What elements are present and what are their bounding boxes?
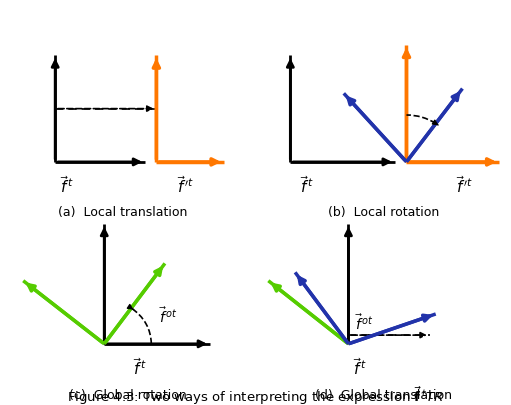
Text: $\vec{f}^{\,ot}$: $\vec{f}^{\,ot}$ bbox=[355, 312, 374, 332]
Text: (c)  Global rotation: (c) Global rotation bbox=[69, 388, 187, 401]
Text: (a)  Local translation: (a) Local translation bbox=[58, 206, 188, 219]
Text: $\vec{f}^{\,t}$: $\vec{f}^{\,t}$ bbox=[300, 175, 313, 195]
Text: $\vec{f}^{\,ot}$: $\vec{f}^{\,ot}$ bbox=[159, 305, 177, 325]
Text: Figure 4.3: Two ways of interpreting the expression $\mathbf{\vec{f}}^{\,t}TR$: Figure 4.3: Two ways of interpreting the… bbox=[67, 385, 444, 405]
Text: (b)  Local rotation: (b) Local rotation bbox=[328, 206, 439, 219]
Text: $\vec{f}^{\,t}$: $\vec{f}^{\,t}$ bbox=[60, 175, 73, 195]
Text: $\vec{f}^{\,\prime t}$: $\vec{f}^{\,\prime t}$ bbox=[456, 175, 473, 195]
Text: $\vec{f}^{\,\prime t}$: $\vec{f}^{\,\prime t}$ bbox=[177, 175, 194, 195]
Text: (d)  Global translation: (d) Global translation bbox=[315, 388, 452, 401]
Text: $\vec{f}^{\,t}$: $\vec{f}^{\,t}$ bbox=[353, 356, 367, 377]
Text: $\vec{f}^{\,t}$: $\vec{f}^{\,t}$ bbox=[133, 356, 146, 377]
